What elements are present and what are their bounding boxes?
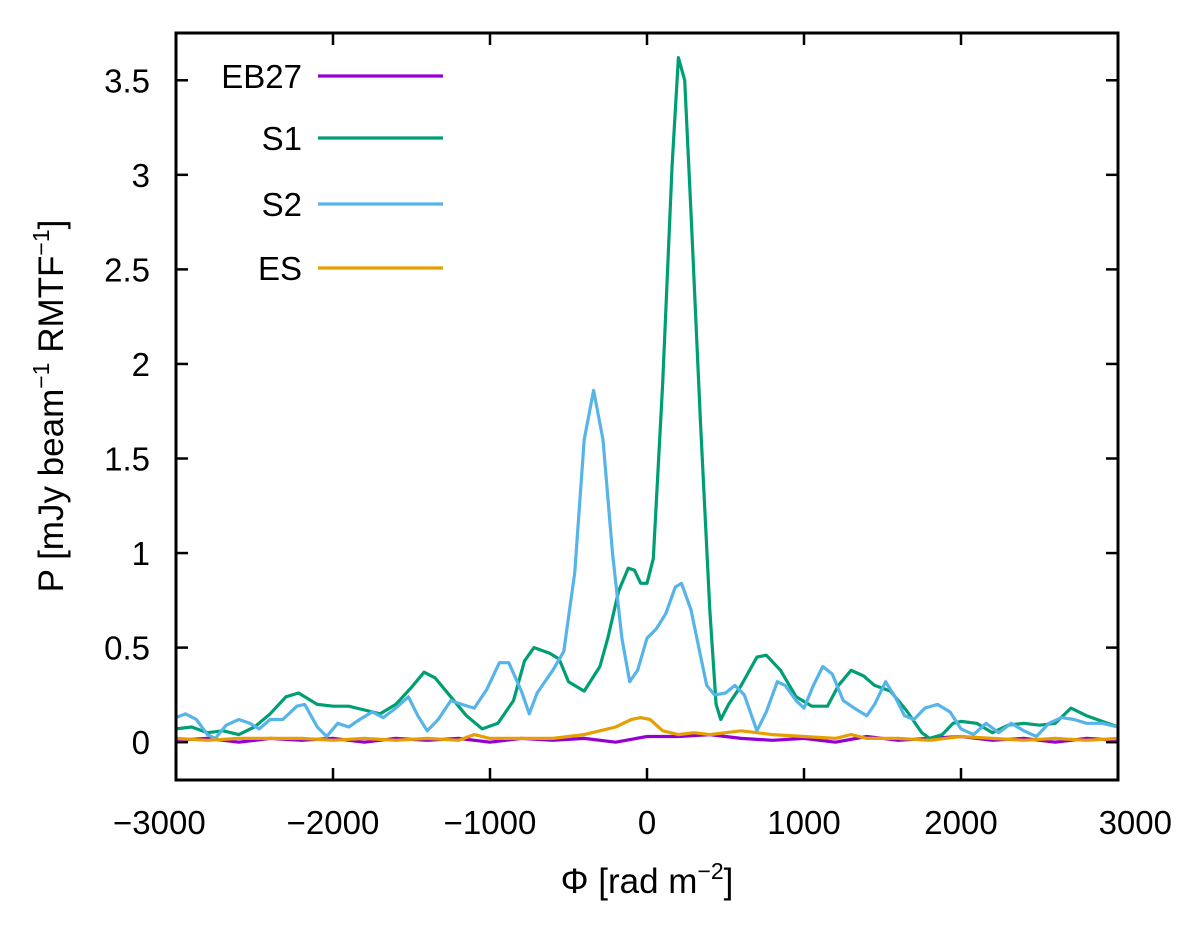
y-tick-label: 3: [132, 157, 150, 194]
legend-label-es: ES: [258, 250, 302, 287]
x-tick-label: 2000: [924, 804, 997, 841]
series-line-es: [176, 716, 1118, 742]
y-axis-title-tail: ]: [32, 220, 71, 230]
plot-frame: [174, 31, 1120, 782]
y-tick-label: 2.5: [104, 251, 150, 288]
x-axis-title-tail: ]: [724, 862, 734, 901]
series-lines: [176, 56, 1118, 744]
legend-label-eb27: EB27: [221, 58, 302, 95]
legend-label-s1: S1: [262, 120, 302, 157]
y-axis-title-sup1: −1: [28, 363, 54, 389]
x-tick-label: −3000: [113, 804, 206, 841]
x-tick-label: −1000: [444, 804, 537, 841]
series-line-s2: [176, 388, 1118, 740]
y-axis-title-part2: RMTF: [32, 256, 71, 363]
y-tick-label: 0.5: [104, 630, 150, 667]
y-tick-label: 1: [132, 535, 150, 572]
x-axis-title-main: Φ [rad m: [561, 862, 698, 901]
y-tick-label: 2: [132, 346, 150, 383]
legend-label-s2: S2: [262, 186, 302, 223]
y-tick-label: 1.5: [104, 441, 150, 478]
legend: EB27 S1 S2 ES: [221, 58, 443, 287]
y-axis-title: P [mJy beam−1 RMTF−1]: [28, 220, 71, 593]
y-ticks: 0 0.5 1 1.5 2 2.5 3 3.5: [104, 62, 1118, 761]
x-axis-title: Φ [rad m−2]: [561, 858, 734, 901]
x-tick-label: 1000: [767, 804, 840, 841]
x-ticks: −3000 −2000 −1000 0 1000 2000 3000: [113, 33, 1172, 841]
x-axis-title-sup: −2: [697, 858, 723, 884]
x-tick-label: −2000: [287, 804, 380, 841]
y-axis-title-sup2: −1: [28, 229, 54, 255]
y-tick-label: 0: [132, 724, 150, 761]
y-axis-title-part1: P [mJy beam: [32, 389, 71, 593]
y-tick-label: 3.5: [104, 62, 150, 99]
x-tick-label: 0: [638, 804, 656, 841]
series-line-s1: [176, 56, 1118, 740]
x-tick-label: 3000: [1099, 804, 1172, 841]
